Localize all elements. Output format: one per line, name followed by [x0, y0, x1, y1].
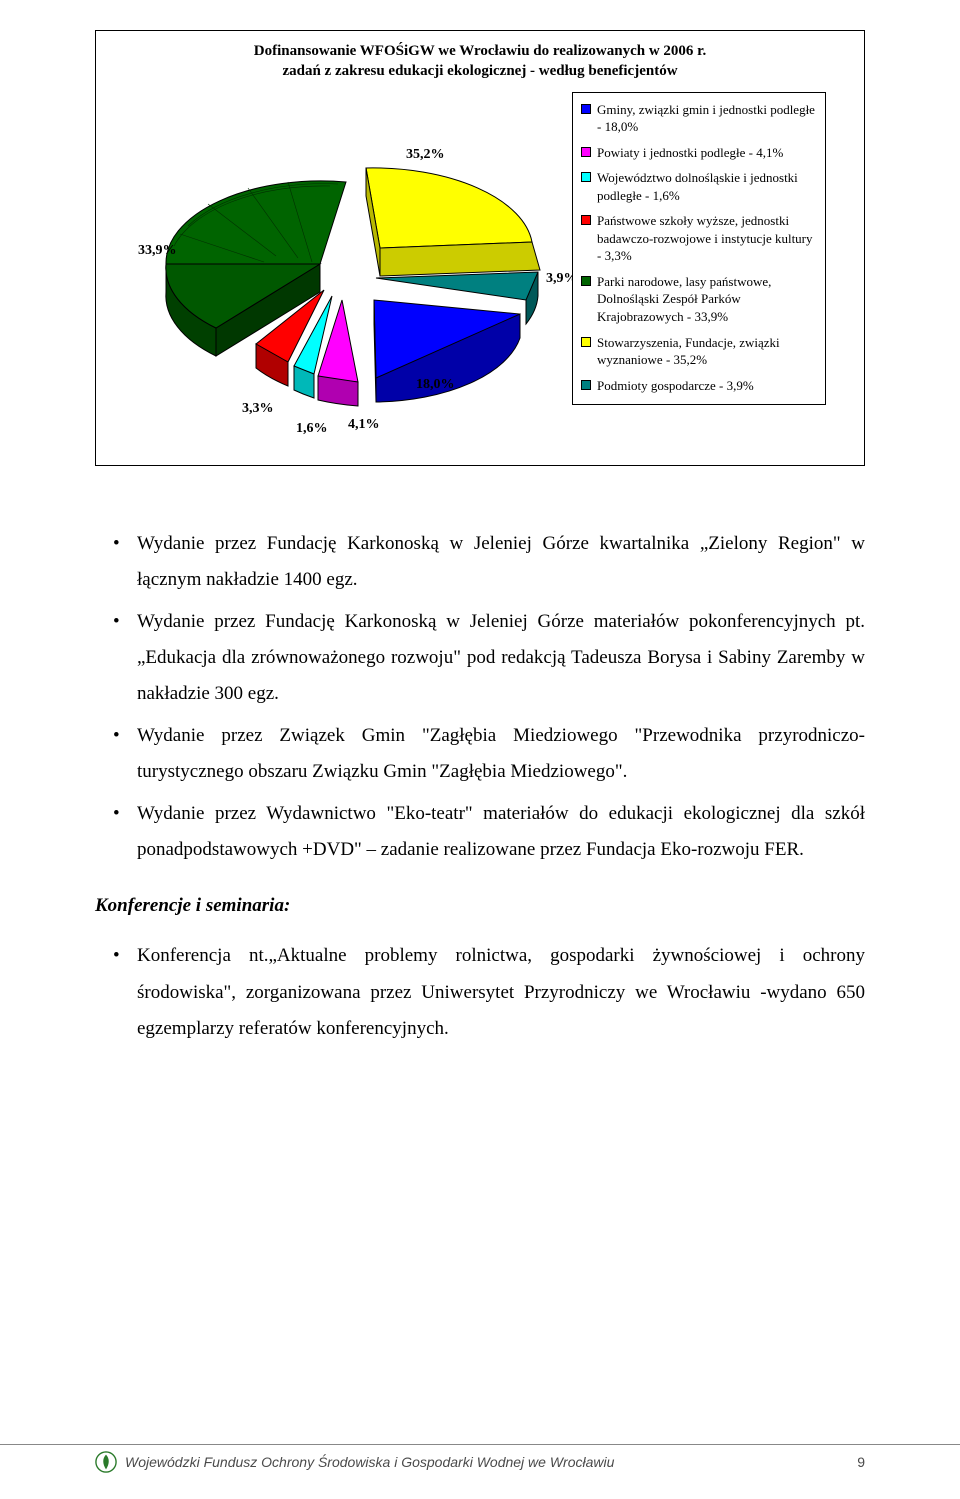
chart-title-line2: zadań z zakresu edukacji ekologicznej - … [282, 63, 677, 79]
legend-label: Podmioty gospodarcze - 3,9% [597, 377, 754, 395]
legend-swatch [581, 380, 591, 390]
legend-label: Państwowe szkoły wyższe, jednostki badaw… [597, 212, 817, 265]
legend-item: Powiaty i jednostki podległe - 4,1% [581, 144, 817, 162]
legend-item: Podmioty gospodarcze - 3,9% [581, 377, 817, 395]
legend-swatch [581, 276, 591, 286]
pie-label-352: 35,2% [406, 147, 445, 162]
legend-swatch [581, 104, 591, 114]
legend-item: Państwowe szkoły wyższe, jednostki badaw… [581, 212, 817, 265]
bullet-list-section: Konferencja nt.„Aktualne problemy rolnic… [95, 938, 865, 1046]
pie-label-41: 4,1% [348, 417, 380, 432]
pie-label-339: 33,9% [138, 243, 177, 258]
page-number: 9 [857, 1454, 865, 1470]
list-item-text: Konferencja nt.„Aktualne problemy rolnic… [137, 945, 865, 1038]
chart-title-line1: Dofinansowanie WFOŚiGW we Wrocławiu do r… [254, 43, 706, 59]
list-item: Wydanie przez Wydawnictwo "Eko-teatr" ma… [137, 796, 865, 868]
page-footer: Wojewódzki Fundusz Ochrony Środowiska i … [0, 1444, 960, 1473]
legend-swatch [581, 172, 591, 182]
list-item-text: Wydanie przez Wydawnictwo "Eko-teatr" ma… [137, 803, 865, 860]
pie-chart-container: Dofinansowanie WFOŚiGW we Wrocławiu do r… [95, 30, 865, 466]
legend-label: Gminy, związki gmin i jednostki podległe… [597, 101, 817, 136]
legend-label: Województwo dolnośląskie i jednostki pod… [597, 169, 817, 204]
legend-swatch [581, 147, 591, 157]
pie-chart: 33,9% 35,2% 3,9% 18,0% 4,1% 1,6% 3,3% [108, 86, 572, 451]
pie-label-180: 18,0% [416, 377, 455, 392]
section-heading: Konferencje i seminaria: [95, 888, 865, 924]
chart-legend: Gminy, związki gmin i jednostki podległe… [572, 92, 826, 406]
footer-text: Wojewódzki Fundusz Ochrony Środowiska i … [125, 1454, 614, 1470]
document-body: Wydanie przez Fundację Karkonoską w Jele… [95, 526, 865, 1047]
legend-swatch [581, 337, 591, 347]
footer-logo-icon [95, 1451, 117, 1473]
legend-item: Parki narodowe, lasy państwowe, Dolnoślą… [581, 273, 817, 326]
legend-swatch [581, 215, 591, 225]
legend-item: Gminy, związki gmin i jednostki podległe… [581, 101, 817, 136]
list-item-text: Wydanie przez Fundację Karkonoską w Jele… [137, 611, 865, 704]
list-item: Wydanie przez Fundację Karkonoską w Jele… [137, 526, 865, 598]
chart-title: Dofinansowanie WFOŚiGW we Wrocławiu do r… [108, 41, 852, 86]
legend-item: Stowarzyszenia, Fundacje, związki wyznan… [581, 334, 817, 369]
list-item: Wydanie przez Związek Gmin "Zagłębia Mie… [137, 718, 865, 790]
legend-label: Stowarzyszenia, Fundacje, związki wyznan… [597, 334, 817, 369]
legend-label: Parki narodowe, lasy państwowe, Dolnoślą… [597, 273, 817, 326]
list-item-text: Wydanie przez Związek Gmin "Zagłębia Mie… [137, 725, 865, 782]
pie-label-16: 1,6% [296, 421, 328, 436]
bullet-list-main: Wydanie przez Fundację Karkonoską w Jele… [95, 526, 865, 869]
list-item-text: Wydanie przez Fundację Karkonoską w Jele… [137, 533, 865, 590]
list-item: Konferencja nt.„Aktualne problemy rolnic… [137, 938, 865, 1046]
legend-item: Województwo dolnośląskie i jednostki pod… [581, 169, 817, 204]
pie-label-33: 3,3% [242, 401, 274, 416]
pie-label-39: 3,9% [546, 271, 572, 286]
legend-label: Powiaty i jednostki podległe - 4,1% [597, 144, 783, 162]
list-item: Wydanie przez Fundację Karkonoską w Jele… [137, 604, 865, 712]
